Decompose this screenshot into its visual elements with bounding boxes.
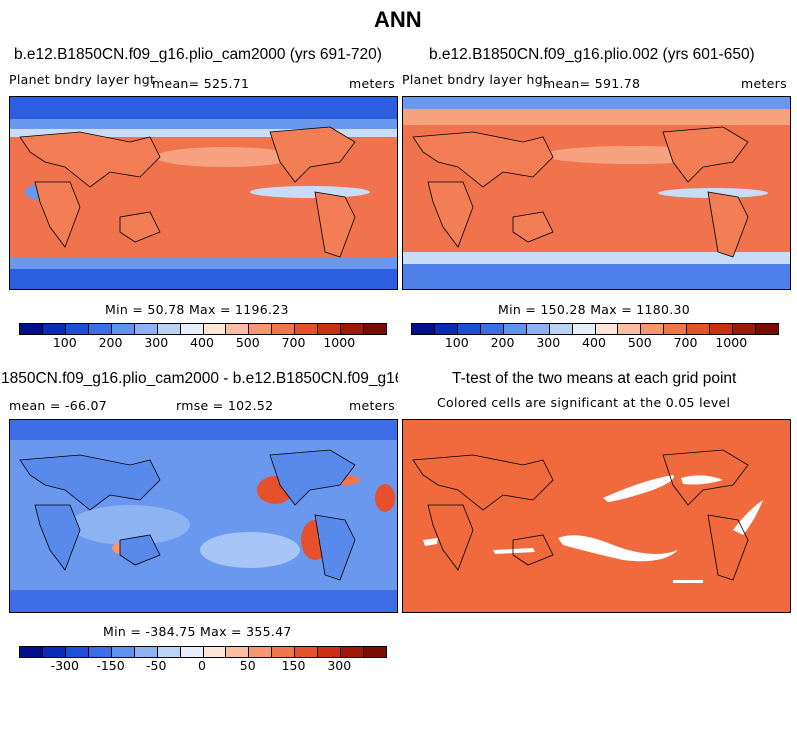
- colorbar-tick-label: 1000: [715, 335, 748, 350]
- colorbar-swatch: [272, 324, 296, 334]
- colorbar-tick-label: 500: [627, 335, 652, 350]
- colorbar-swatch: [756, 324, 778, 334]
- panel4-title: T-test of the two means at each grid poi…: [452, 370, 737, 387]
- colorbar-swatch: [295, 324, 319, 334]
- panel3-map-svg: [10, 420, 397, 612]
- colorbar-tick-label: 200: [490, 335, 515, 350]
- colorbar-swatch: [503, 324, 527, 334]
- colorbar-tick-label: 400: [582, 335, 606, 350]
- panel2-minmax: Min = 150.28 Max = 1180.30: [498, 302, 691, 317]
- panel3-units-label: meters: [349, 398, 395, 413]
- colorbar-swatch: [480, 324, 504, 334]
- colorbar-tick-label: 0: [198, 658, 206, 673]
- colorbar-swatch: [42, 324, 66, 334]
- colorbar-tick-label: 700: [673, 335, 698, 350]
- colorbar-tick-label: 200: [98, 335, 123, 350]
- colorbar-swatch: [226, 647, 250, 657]
- colorbar-tick-label: 300: [327, 658, 352, 673]
- colorbar-swatch: [65, 324, 89, 334]
- colorbar-swatch: [318, 324, 342, 334]
- colorbar-tick-label: 300: [536, 335, 561, 350]
- panel2-units-label: meters: [741, 76, 787, 91]
- colorbar-swatch: [111, 324, 135, 334]
- colorbar-tick-label: -300: [50, 658, 79, 673]
- colorbar-swatch: [549, 324, 573, 334]
- panel4-subtitle: Colored cells are significant at the 0.0…: [437, 395, 731, 410]
- panel2-map-svg: [403, 97, 790, 289]
- colorbar-swatch: [180, 647, 204, 657]
- colorbar-swatch: [249, 647, 273, 657]
- colorbar-swatch: [664, 324, 688, 334]
- colorbar-swatch: [434, 324, 458, 334]
- colorbar-swatch: [111, 647, 135, 657]
- panel3-map: [9, 419, 398, 613]
- colorbar-swatch: [687, 324, 711, 334]
- panel2-mean-label: mean= 591.78: [543, 76, 641, 91]
- colorbar-swatch: [134, 647, 158, 657]
- panel1-units-label: meters: [349, 76, 395, 91]
- colorbar-swatch: [641, 324, 665, 334]
- panel1-title: b.e12.B1850CN.f09_g16.plio_cam2000 (yrs …: [14, 46, 382, 63]
- colorbar-tick-label: 500: [235, 335, 260, 350]
- colorbar-swatch: [249, 324, 273, 334]
- colorbar-tick-label: 300: [144, 335, 169, 350]
- colorbar-swatch: [272, 647, 296, 657]
- colorbar-swatch: [526, 324, 550, 334]
- colorbar-tick-label: 100: [444, 335, 469, 350]
- colorbar-swatch: [618, 324, 642, 334]
- panel2-colorbar: [411, 323, 779, 335]
- colorbar-swatch: [203, 647, 227, 657]
- colorbar-swatch: [364, 647, 386, 657]
- colorbar-swatch: [157, 647, 181, 657]
- colorbar-swatch: [364, 324, 386, 334]
- panel1-map-svg: [10, 97, 397, 289]
- colorbar-swatch: [226, 324, 250, 334]
- colorbar-swatch: [65, 647, 89, 657]
- colorbar-swatch: [318, 647, 342, 657]
- colorbar-swatch: [20, 324, 43, 334]
- panel1-minmax: Min = 50.78 Max = 1196.23: [105, 302, 289, 317]
- panel3-title-clip: b.e12.B1850CN.f09_g16.plio_cam2000 - b.e…: [0, 368, 398, 390]
- colorbar-swatch: [412, 324, 435, 334]
- colorbar-swatch: [157, 324, 181, 334]
- colorbar-tick-label: 400: [190, 335, 214, 350]
- colorbar-swatch: [20, 647, 43, 657]
- colorbar-tick-label: 150: [281, 658, 306, 673]
- panel1-variable-label: Planet bndry layer hgt: [9, 72, 156, 87]
- colorbar-swatch: [88, 324, 112, 334]
- panel1-mean-label: mean= 525.71: [152, 76, 250, 91]
- colorbar-swatch: [180, 324, 204, 334]
- panel2-map: [402, 96, 791, 290]
- colorbar-tick-label: 100: [52, 335, 77, 350]
- panel2-title: b.e12.B1850CN.f09_g16.plio.002 (yrs 601-…: [429, 46, 755, 63]
- colorbar-swatch: [733, 324, 757, 334]
- colorbar-tick-label: -50: [146, 658, 167, 673]
- colorbar-swatch: [88, 647, 112, 657]
- colorbar-swatch: [134, 324, 158, 334]
- colorbar-tick-label: 50: [239, 658, 256, 673]
- panel3-mean-label: mean = -66.07: [9, 398, 108, 413]
- panel3-minmax: Min = -384.75 Max = 355.47: [103, 624, 292, 639]
- panel1-colorbar: [19, 323, 387, 335]
- colorbar-swatch: [710, 324, 734, 334]
- colorbar-tick-label: 1000: [323, 335, 356, 350]
- colorbar-swatch: [341, 647, 365, 657]
- panel4-map: [402, 419, 791, 613]
- colorbar-tick-label: -150: [96, 658, 125, 673]
- colorbar-swatch: [457, 324, 481, 334]
- colorbar-swatch: [295, 647, 319, 657]
- colorbar-swatch: [341, 324, 365, 334]
- colorbar-swatch: [595, 324, 619, 334]
- panel4-map-svg: [403, 420, 790, 612]
- figure-title: ANN: [374, 7, 422, 32]
- panel3-colorbar: [19, 646, 387, 658]
- panel1-map: [9, 96, 398, 290]
- colorbar-swatch: [572, 324, 596, 334]
- colorbar-swatch: [42, 647, 66, 657]
- panel2-variable-label: Planet bndry layer hgt: [402, 72, 549, 87]
- panel3-rmse-label: rmse = 102.52: [176, 398, 274, 413]
- colorbar-swatch: [203, 324, 227, 334]
- panel3-title: b.e12.B1850CN.f09_g16.plio_cam2000 - b.e…: [0, 370, 398, 387]
- colorbar-tick-label: 700: [281, 335, 306, 350]
